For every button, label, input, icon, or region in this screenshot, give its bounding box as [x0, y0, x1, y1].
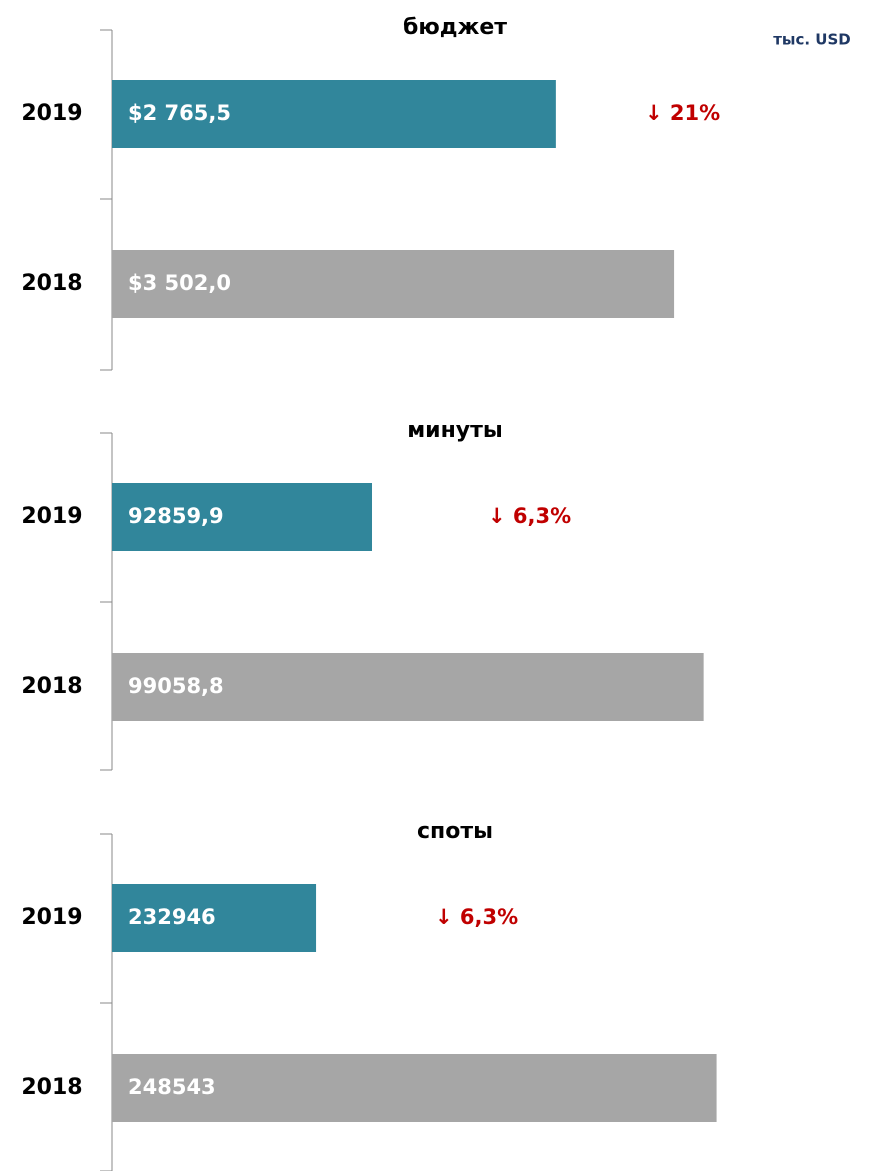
y-tick-label: 2018 [21, 674, 82, 699]
chart-title: споты [417, 819, 493, 844]
change-annotation: ↓ 6,3% [488, 504, 571, 528]
bar [112, 483, 373, 551]
y-tick-label: 2018 [21, 271, 82, 296]
value-label: $3 502,0 [128, 271, 231, 295]
y-tick-label: 2019 [21, 905, 82, 930]
bar [112, 1054, 717, 1122]
change-annotation: ↓ 6,3% [435, 905, 518, 929]
value-label: $2 765,5 [128, 101, 231, 125]
bar [112, 884, 317, 952]
unit-label: тыс. USD [773, 31, 851, 49]
value-label: 92859,9 [128, 504, 224, 528]
value-label: 248543 [128, 1075, 216, 1099]
bar [112, 653, 704, 721]
bar [112, 250, 675, 318]
chart-title: бюджет [403, 15, 507, 40]
change-annotation: ↓ 21% [645, 101, 720, 125]
bar [112, 80, 556, 148]
y-tick-label: 2018 [21, 1075, 82, 1100]
value-label: 232946 [128, 905, 216, 929]
y-tick-label: 2019 [21, 101, 82, 126]
chart-title: минуты [407, 418, 503, 443]
y-tick-label: 2019 [21, 504, 82, 529]
value-label: 99058,8 [128, 674, 224, 698]
